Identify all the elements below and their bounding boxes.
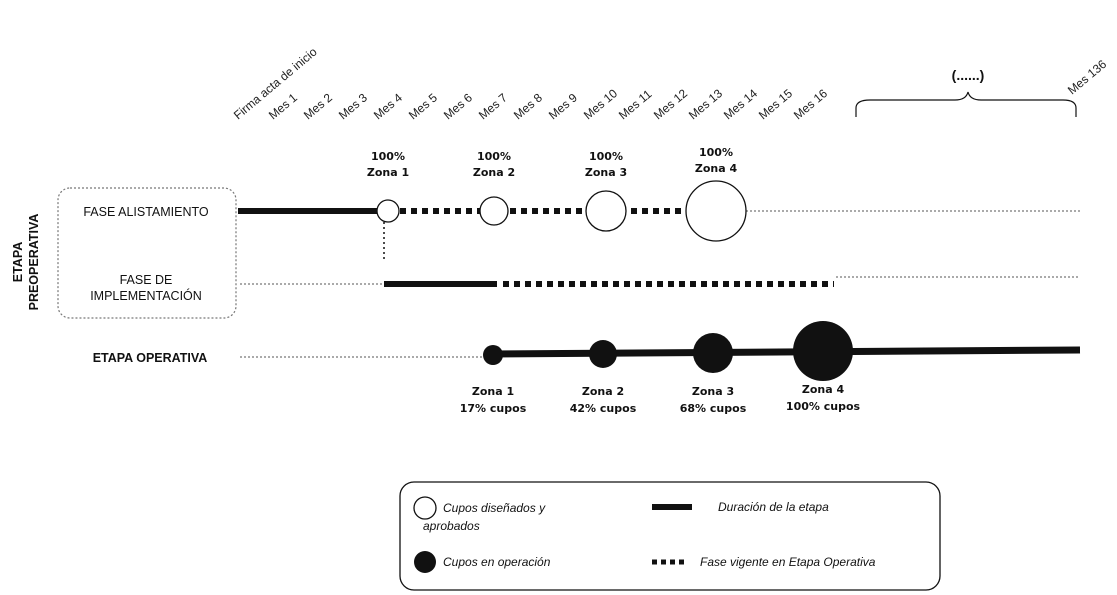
solid-segment [489,346,1081,358]
month-label: Mes 8 [511,90,545,122]
operation-cupos: 42% cupos [570,402,637,415]
month-axis: Firma acta de inicio Mes 1 Mes 2 Mes 3 M… [231,44,1110,122]
designed-circle-zona1 [376,199,400,223]
row-operativa [240,321,1081,381]
month-label: Mes 2 [301,90,335,122]
month-label: Mes 3 [336,90,370,122]
legend-dashed-line-label: Fase vigente en Etapa Operativa [700,555,876,569]
svg-text:PREOPERATIVA: PREOPERATIVA [27,214,41,311]
designed-zone: Zona 3 [585,166,627,179]
ellipsis-brace: (......) [855,67,1077,117]
legend-open-circle-label-1: Cupos diseñados y [443,501,546,515]
operation-circle-zona1 [483,345,503,365]
month-label: Mes 4 [371,90,405,122]
designed-zone: Zona 1 [367,166,409,179]
stage-preoperativa-label: ETAPA PREOPERATIVA [11,214,41,311]
designed-zone: Zona 4 [695,162,738,175]
month-label: Mes 11 [616,87,655,123]
operation-circle-zona2 [589,340,617,368]
month-label: Mes 14 [721,86,760,122]
month-label: Mes 10 [581,86,620,122]
row-implementacion [240,276,1080,287]
fase-implementacion-label-2: IMPLEMENTACIÓN [90,288,202,303]
operation-zone: Zona 4 [802,383,845,396]
month-label: Mes 16 [791,86,830,122]
operation-circle-zona3 [693,333,733,373]
etapa-operativa-label: ETAPA OPERATIVA [93,351,208,365]
legend-filled-circle-label: Cupos en operación [443,555,551,569]
month-label: Mes 15 [756,86,795,122]
legend: Cupos diseñados y aprobados Cupos en ope… [399,481,941,591]
fase-alistamiento-label: FASE ALISTAMIENTO [83,205,209,219]
preoperativa-box [57,187,237,319]
month-label: Mes 13 [686,86,725,122]
legend-filled-circle-icon [414,551,436,573]
fase-implementacion-label-1: FASE DE [120,273,173,287]
legend-open-circle-label-2: aprobados [423,519,480,533]
designed-circle-zona2 [479,196,509,226]
designed-pct: 100% [371,150,405,163]
operation-zone: Zona 1 [472,385,514,398]
designed-circle-zona3 [585,190,627,232]
operation-cupos: 68% cupos [680,402,747,415]
row-alistamiento [238,180,1080,262]
designed-pct: 100% [699,146,733,159]
designed-labels: 100% Zona 1 100% Zona 2 100% Zona 3 100%… [367,146,738,179]
month-label: Mes 7 [476,90,510,122]
designed-pct: 100% [477,150,511,163]
legend-solid-line-label: Duración de la etapa [718,500,829,514]
operation-cupos: 17% cupos [460,402,527,415]
operation-zone: Zona 3 [692,385,734,398]
month-label: Mes 9 [546,90,580,122]
legend-open-circle-icon [413,496,437,520]
svg-text:ETAPA: ETAPA [11,242,25,283]
operation-labels: Zona 1 17% cupos Zona 2 42% cupos Zona 3… [460,383,861,415]
ellipsis-label: (......) [952,67,985,83]
legend-box [399,481,941,591]
month-label: Mes 12 [651,86,690,122]
designed-pct: 100% [589,150,623,163]
operation-cupos: 100% cupos [786,400,861,413]
month-label: Mes 5 [406,90,440,122]
operation-zone: Zona 2 [582,385,624,398]
designed-circle-zona4 [685,180,747,242]
operation-circle-zona4 [793,321,853,381]
month-label: Mes 6 [441,90,475,122]
designed-zone: Zona 2 [473,166,515,179]
month-label-last: Mes 136 [1065,57,1110,98]
